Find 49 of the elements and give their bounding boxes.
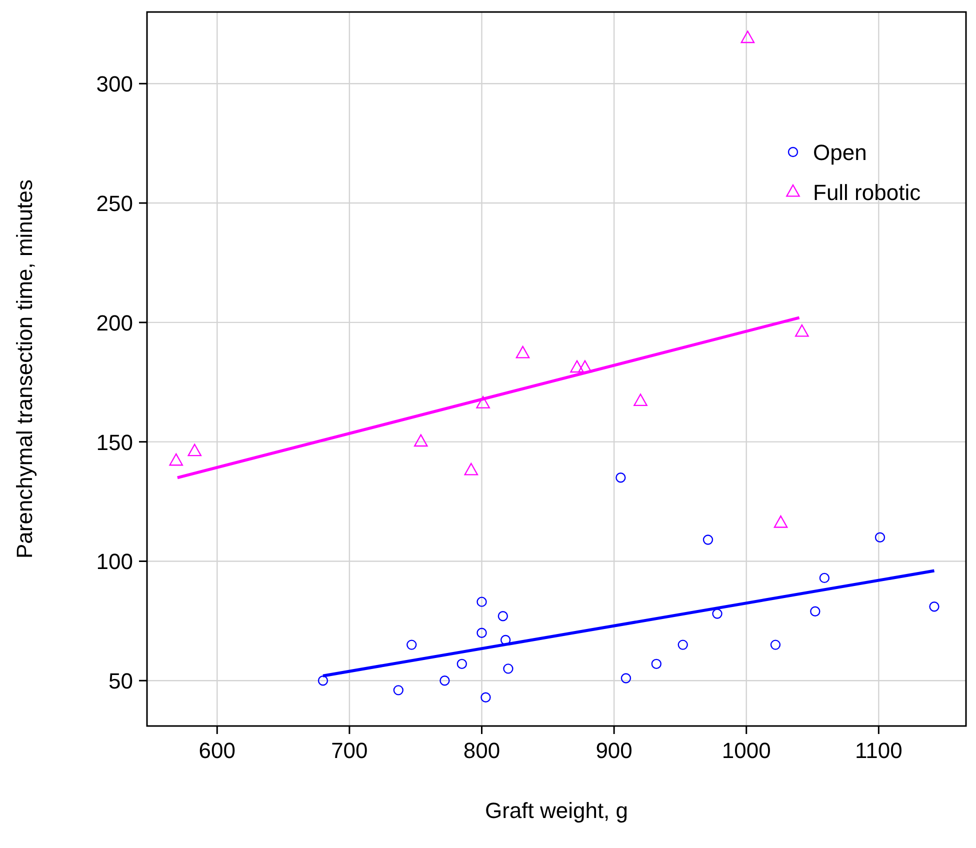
point: [651, 658, 662, 670]
point: [464, 462, 478, 476]
point: [516, 346, 530, 358]
y-tick-label: 300: [96, 72, 133, 97]
x-tick-label: 700: [331, 738, 368, 763]
point: [456, 658, 467, 670]
point: [440, 676, 450, 686]
point: [169, 453, 184, 466]
point: [770, 640, 781, 650]
x-tick-label: 900: [596, 738, 632, 763]
point: [678, 640, 688, 650]
x-tick-label: 1100: [855, 738, 902, 763]
point: [500, 634, 511, 646]
point: [929, 602, 940, 612]
point: [318, 676, 328, 686]
point: [503, 664, 514, 674]
point: [712, 608, 722, 619]
x-tick-label: 600: [198, 738, 236, 763]
point: [702, 534, 714, 545]
point: [616, 472, 626, 483]
point: [414, 434, 428, 447]
point: [476, 596, 487, 607]
y-tick-label: 150: [96, 430, 133, 455]
legend-label: Open: [813, 140, 867, 165]
x-axis-title: Graft weight, g: [484, 798, 628, 823]
y-tick-label: 50: [108, 668, 133, 694]
point: [476, 396, 490, 408]
point: [774, 515, 788, 528]
point: [874, 532, 886, 542]
x-tick-label: 1000: [722, 738, 771, 763]
point: [406, 640, 417, 650]
x-tick-label: 800: [463, 738, 500, 763]
point: [498, 611, 508, 622]
y-axis-title: Parenchymal transection time, minutes: [12, 179, 37, 559]
point: [188, 444, 202, 456]
y-tick-label: 250: [96, 191, 133, 216]
point: [810, 606, 820, 616]
point: [480, 692, 491, 702]
point: [476, 628, 487, 638]
point: [393, 685, 404, 696]
point: [570, 360, 584, 373]
point: [620, 673, 632, 684]
point: [819, 572, 830, 584]
y-tick-label: 200: [96, 310, 133, 336]
point: [795, 324, 809, 337]
legend-label: Full robotic: [813, 180, 921, 205]
point: [634, 394, 648, 406]
y-tick-label: 100: [96, 549, 133, 574]
point: [578, 360, 592, 373]
